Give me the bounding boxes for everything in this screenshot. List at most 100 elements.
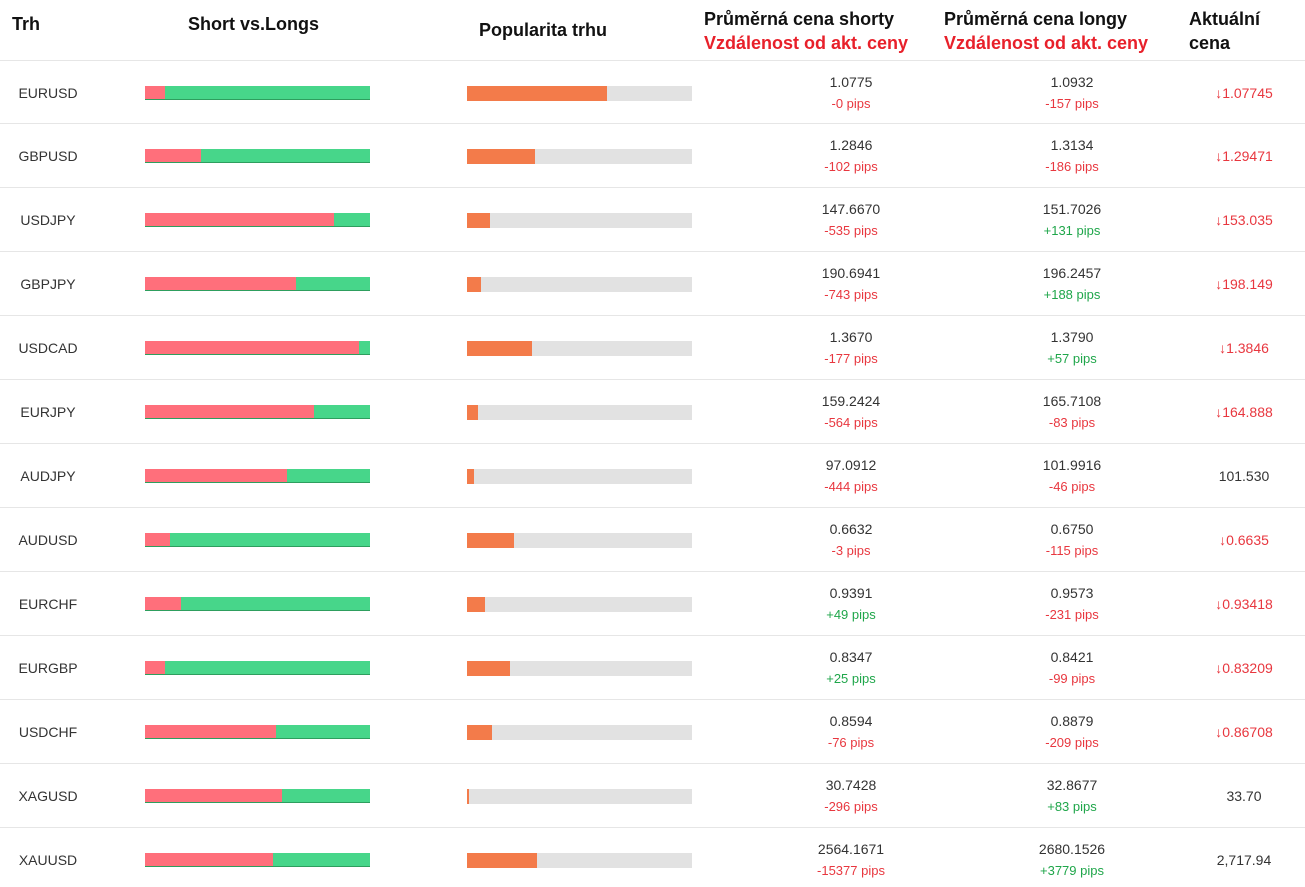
avg-short-distance: -15377 pips bbox=[817, 863, 885, 878]
header-market: Trh bbox=[12, 14, 41, 34]
short-portion bbox=[145, 469, 287, 482]
avg-long-price: 165.7108 bbox=[1042, 393, 1102, 409]
arrow-down-icon: ↓ bbox=[1215, 85, 1223, 101]
avg-short-distance: -296 pips bbox=[824, 799, 878, 814]
popularity-fill bbox=[467, 789, 470, 804]
arrow-down-icon: ↓ bbox=[1219, 340, 1227, 356]
short-vs-long-bar bbox=[145, 661, 370, 675]
long-portion bbox=[169, 533, 370, 546]
arrow-down-icon: ↓ bbox=[1219, 532, 1227, 548]
market-pair-label: EURJPY bbox=[20, 404, 76, 420]
long-portion bbox=[282, 789, 370, 802]
short-vs-long-bar bbox=[145, 149, 370, 163]
avg-short-cell: 2564.1671 -15377 pips bbox=[751, 838, 951, 882]
market-pair-label: GBPJPY bbox=[20, 276, 76, 292]
market-pair-label: USDJPY bbox=[20, 212, 76, 228]
short-portion bbox=[145, 661, 166, 674]
header-avg-short: Průměrná cena shorty Vzdálenost od akt. … bbox=[704, 7, 908, 55]
long-portion bbox=[165, 661, 370, 674]
avg-long-price: 196.2457 bbox=[1042, 265, 1102, 281]
short-vs-long-bar bbox=[145, 853, 370, 867]
avg-long-distance: -157 pips bbox=[1045, 96, 1099, 111]
avg-short-cell: 159.2424 -564 pips bbox=[751, 390, 951, 434]
current-price: 0.83209 bbox=[1222, 660, 1273, 676]
current-price-cell: ↓1.07745 bbox=[1190, 61, 1298, 125]
short-vs-long-bar bbox=[145, 341, 370, 355]
avg-short-price: 0.8594 bbox=[829, 713, 873, 729]
avg-long-cell: 2680.1526 +3779 pips bbox=[972, 838, 1172, 882]
avg-long-price: 0.8421 bbox=[1050, 649, 1094, 665]
popularity-fill bbox=[467, 597, 485, 612]
avg-short-price: 0.9391 bbox=[829, 585, 873, 601]
short-portion bbox=[145, 341, 359, 354]
table-header: Trh Short vs.Longs Popularita trhu Průmě… bbox=[0, 0, 1305, 60]
table-row: USDJPY 147.6670 -535 pips 151.7026 +131 … bbox=[0, 188, 1305, 252]
avg-long-cell: 101.9916 -46 pips bbox=[972, 454, 1172, 498]
avg-short-distance: -177 pips bbox=[824, 351, 878, 366]
avg-long-cell: 0.9573 -231 pips bbox=[972, 582, 1172, 626]
avg-short-distance: -0 pips bbox=[831, 96, 871, 111]
table-row: GBPJPY 190.6941 -743 pips 196.2457 +188 … bbox=[0, 252, 1305, 316]
popularity-fill bbox=[467, 149, 535, 164]
popularity-bar bbox=[467, 149, 692, 164]
current-price-cell: ↓0.93418 bbox=[1190, 572, 1298, 636]
current-price-cell: ↓198.149 bbox=[1190, 252, 1298, 316]
avg-short-distance: -76 pips bbox=[827, 735, 875, 750]
popularity-fill bbox=[467, 86, 607, 101]
avg-long-cell: 165.7108 -83 pips bbox=[972, 390, 1172, 434]
avg-short-price: 97.0912 bbox=[825, 457, 877, 473]
avg-long-distance: -83 pips bbox=[1048, 415, 1096, 430]
avg-long-cell: 0.8421 -99 pips bbox=[972, 646, 1172, 690]
avg-short-price: 2564.1671 bbox=[817, 841, 885, 857]
avg-short-price: 159.2424 bbox=[821, 393, 881, 409]
avg-long-price: 1.3790 bbox=[1050, 329, 1094, 345]
avg-long-price: 2680.1526 bbox=[1038, 841, 1106, 857]
short-vs-long-bar bbox=[145, 213, 370, 227]
avg-short-cell: 1.0775 -0 pips bbox=[751, 71, 951, 115]
current-price: 1.3846 bbox=[1226, 340, 1269, 356]
market-pair-label: AUDUSD bbox=[18, 532, 78, 548]
popularity-bar bbox=[467, 597, 692, 612]
avg-long-distance: +83 pips bbox=[1047, 799, 1097, 814]
long-portion bbox=[165, 86, 370, 99]
avg-short-price: 147.6670 bbox=[821, 201, 881, 217]
current-price: 0.93418 bbox=[1222, 596, 1273, 612]
avg-long-distance: -186 pips bbox=[1045, 159, 1099, 174]
avg-short-cell: 0.6632 -3 pips bbox=[751, 518, 951, 562]
current-price-cell: ↓0.6635 bbox=[1190, 508, 1298, 572]
avg-long-distance: +3779 pips bbox=[1040, 863, 1104, 878]
avg-long-cell: 1.3134 -186 pips bbox=[972, 134, 1172, 178]
long-portion bbox=[201, 149, 370, 162]
avg-long-price: 0.8879 bbox=[1050, 713, 1094, 729]
long-portion bbox=[334, 213, 370, 226]
market-pair-label: EURGBP bbox=[18, 660, 78, 676]
long-portion bbox=[286, 469, 370, 482]
avg-short-cell: 0.9391 +49 pips bbox=[751, 582, 951, 626]
header-avg-long-sub: Vzdálenost od akt. ceny bbox=[944, 33, 1149, 53]
long-portion bbox=[181, 597, 370, 610]
current-price: 1.29471 bbox=[1222, 148, 1273, 164]
current-price: 2,717.94 bbox=[1216, 852, 1272, 868]
popularity-bar bbox=[467, 661, 692, 676]
avg-short-price: 0.8347 bbox=[829, 649, 873, 665]
arrow-down-icon: ↓ bbox=[1215, 148, 1223, 164]
avg-long-price: 101.9916 bbox=[1042, 457, 1102, 473]
current-price-cell: ↓0.86708 bbox=[1190, 700, 1298, 764]
short-portion bbox=[145, 789, 283, 802]
header-avg-short-sub: Vzdálenost od akt. ceny bbox=[704, 33, 909, 53]
table-row: EURJPY 159.2424 -564 pips 165.7108 -83 p… bbox=[0, 380, 1305, 444]
popularity-fill bbox=[467, 213, 490, 228]
current-price: 1.07745 bbox=[1222, 85, 1273, 101]
avg-short-distance: -743 pips bbox=[824, 287, 878, 302]
market-pair-label: GBPUSD bbox=[18, 148, 78, 164]
popularity-bar bbox=[467, 405, 692, 420]
avg-short-price: 1.3670 bbox=[829, 329, 873, 345]
popularity-bar bbox=[467, 533, 692, 548]
arrow-down-icon: ↓ bbox=[1215, 404, 1223, 420]
current-price-cell: ↓153.035 bbox=[1190, 188, 1298, 252]
current-price: 0.6635 bbox=[1226, 532, 1269, 548]
table-row: GBPUSD 1.2846 -102 pips 1.3134 -186 pips… bbox=[0, 124, 1305, 188]
avg-short-cell: 1.2846 -102 pips bbox=[751, 134, 951, 178]
avg-long-distance: +131 pips bbox=[1043, 223, 1101, 238]
short-vs-long-bar bbox=[145, 597, 370, 611]
